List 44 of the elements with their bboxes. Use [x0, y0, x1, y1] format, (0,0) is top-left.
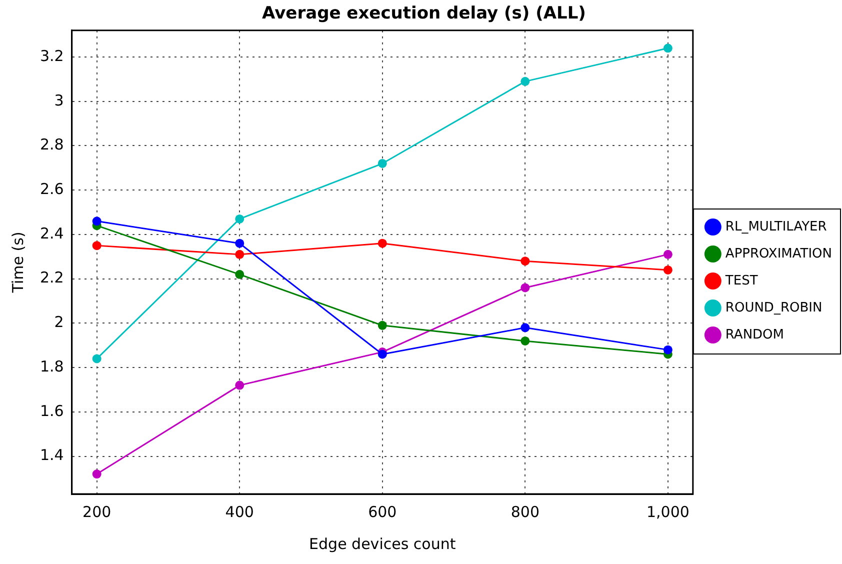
point [520, 336, 530, 346]
point [235, 238, 244, 248]
point [92, 216, 102, 226]
y-tick-label: 2 [54, 313, 64, 332]
point [378, 320, 387, 330]
point [520, 256, 530, 266]
legend-label: ROUND_ROBIN [725, 300, 822, 316]
x-tick-label: 200 [82, 502, 112, 521]
chart-title: Average execution delay (s) (ALL) [262, 4, 586, 24]
point [378, 158, 387, 168]
point [235, 214, 244, 224]
point [663, 265, 672, 274]
y-tick-label: 3.2 [40, 46, 64, 65]
y-tick-label: 2.4 [40, 224, 64, 242]
x-tick-label: 800 [510, 502, 540, 521]
y-tick-label: 2.6 [40, 180, 64, 198]
y-tick-label: 1.4 [40, 446, 64, 464]
x-tick-label: 400 [225, 502, 254, 521]
legend-label: RANDOM [725, 327, 784, 342]
legend-label: TEST [724, 273, 758, 288]
x-tick-label: 600 [368, 502, 397, 521]
y-tick-label: 2.2 [40, 268, 64, 287]
y-tick-label: 2.8 [40, 136, 64, 154]
point [92, 241, 102, 250]
legend-label: RL_MULTILAYER [725, 219, 827, 234]
y-axis-title: Time (s) [8, 232, 27, 294]
point [663, 44, 672, 53]
point [92, 470, 102, 479]
x-tick-label: 1,000 [646, 502, 690, 521]
legend-label: APPROXIMATION [725, 246, 832, 262]
x-axis-title: Edge devices count [309, 534, 456, 553]
point [663, 250, 672, 259]
point [520, 76, 530, 86]
y-tick-label: 3 [54, 91, 64, 110]
point [235, 380, 244, 390]
point [520, 283, 530, 292]
y-tick-label: 1.8 [40, 357, 64, 376]
point [235, 250, 244, 259]
point [92, 354, 102, 364]
point [520, 323, 530, 332]
point [378, 238, 387, 248]
point [663, 345, 672, 354]
point [235, 270, 244, 279]
y-tick-label: 1.6 [40, 402, 64, 420]
